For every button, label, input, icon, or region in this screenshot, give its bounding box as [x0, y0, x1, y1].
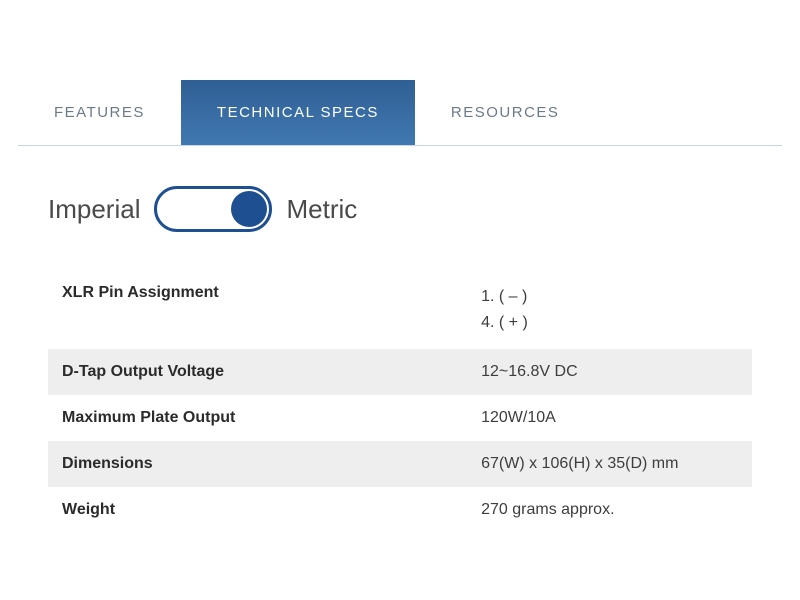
spec-value: 1. ( – ) 4. ( + ): [481, 284, 738, 335]
spec-row: Weight 270 grams approx.: [48, 487, 752, 533]
specs-table: XLR Pin Assignment 1. ( – ) 4. ( + ) D-T…: [48, 270, 752, 533]
spec-value: 12~16.8V DC: [481, 363, 738, 381]
imperial-label: Imperial: [48, 194, 140, 225]
spec-value: 120W/10A: [481, 409, 738, 427]
spec-label: D-Tap Output Voltage: [62, 363, 481, 381]
product-info-panel: FEATURES TECHNICAL SPECS RESOURCES Imper…: [0, 0, 800, 533]
tab-technical-specs[interactable]: TECHNICAL SPECS: [181, 80, 415, 145]
unit-toggle-row: Imperial Metric: [48, 186, 752, 232]
tab-resources[interactable]: RESOURCES: [415, 80, 596, 145]
spec-label: Weight: [62, 501, 481, 519]
metric-label: Metric: [286, 194, 357, 225]
spec-value: 67(W) x 106(H) x 35(D) mm: [481, 455, 738, 473]
spec-label: Dimensions: [62, 455, 481, 473]
toggle-knob: [231, 191, 267, 227]
spec-label: XLR Pin Assignment: [62, 284, 481, 335]
tab-content: Imperial Metric XLR Pin Assignment 1. ( …: [18, 146, 782, 533]
unit-toggle-switch[interactable]: [154, 186, 272, 232]
spec-label: Maximum Plate Output: [62, 409, 481, 427]
tab-features[interactable]: FEATURES: [18, 80, 181, 145]
spec-row: D-Tap Output Voltage 12~16.8V DC: [48, 349, 752, 395]
spec-row: Dimensions 67(W) x 106(H) x 35(D) mm: [48, 441, 752, 487]
spec-value: 270 grams approx.: [481, 501, 738, 519]
spec-row: XLR Pin Assignment 1. ( – ) 4. ( + ): [48, 270, 752, 349]
spec-row: Maximum Plate Output 120W/10A: [48, 395, 752, 441]
tab-bar: FEATURES TECHNICAL SPECS RESOURCES: [18, 80, 782, 146]
